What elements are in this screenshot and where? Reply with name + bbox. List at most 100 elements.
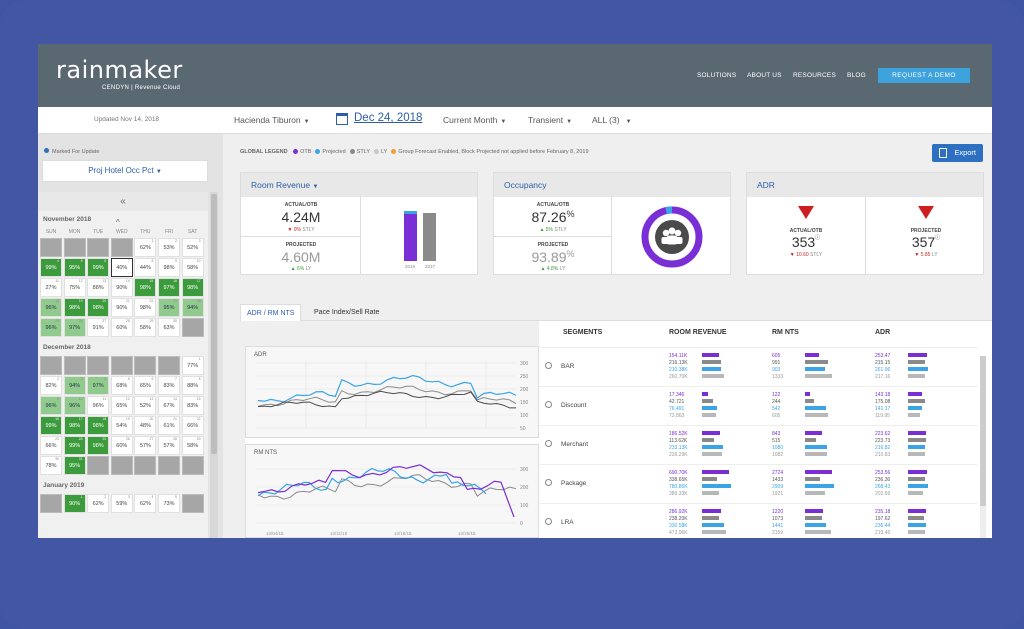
calendar-day-cell[interactable]: 26 60% [110,436,133,455]
calendar-day-cell[interactable]: 7 83% [158,376,180,395]
request-demo-button[interactable]: REQUEST A DEMO [878,68,970,83]
nav-solutions[interactable]: SOLUTIONS [697,72,737,79]
tab-pace-index[interactable]: Pace Index/Sell Rate [314,309,380,316]
calendar-day-cell[interactable]: 4 97% [87,376,110,395]
brand-logo[interactable]: rainmaker [56,56,183,84]
calendar-scrollbar[interactable] [210,192,218,538]
segment-dropdown[interactable]: Transient ▼ [528,115,572,125]
date-picker[interactable]: Dec 24, 2018 [354,112,423,124]
period-dropdown[interactable]: Current Month ▼ [443,115,506,125]
calendar-day-cell[interactable]: 1 90% [63,494,86,513]
calendar-icon[interactable] [336,113,348,125]
calendar-day-cell[interactable]: 29 58% [181,436,204,455]
calendar-day-cell[interactable]: 2 53% [158,238,180,257]
calendar-day-cell[interactable]: 17 98% [181,278,204,297]
nav-about-us[interactable]: ABOUT US [747,72,782,79]
calendar-day-cell[interactable]: 3 52% [181,238,204,257]
table-row[interactable]: Package 690.70K 338.65K 780.86K 389.33K 2724 1… [539,464,978,503]
table-row[interactable]: LRA 286.92K 238.20K 330.58K 473.96K 1220 1073 1… [539,503,978,538]
export-button[interactable]: Export [932,144,983,162]
calendar-day-cell[interactable]: 8 88% [181,376,204,395]
calendar-day-cell[interactable]: 22 66% [181,416,204,435]
metric-dropdown[interactable]: Proj Hotel Occ Pct ▼ [42,160,208,182]
calendar-day-cell[interactable]: 16 97% [158,278,180,297]
table-scrollbar[interactable] [980,356,986,538]
expand-icon[interactable] [545,362,552,369]
calendar-day-cell[interactable]: 15 98% [134,278,157,297]
calendar-day-cell[interactable]: 24 99% [63,436,86,455]
nav-blog[interactable]: BLOG [847,72,866,79]
calendar-day-cell[interactable]: 8 44% [134,258,157,277]
calendar-day-cell[interactable]: 30 63% [158,318,180,337]
calendar-day-cell[interactable]: 1 62% [134,238,157,257]
calendar-day-cell[interactable]: 24 94% [181,298,204,317]
calendar-day-cell[interactable]: 25 98% [87,436,110,455]
calendar-day-cell[interactable]: 2 62% [87,494,110,513]
calendar-day-cell[interactable]: 6 99% [87,258,110,277]
calendar-day-cell[interactable]: 28 60% [110,318,133,337]
expand-icon[interactable] [545,518,552,525]
calendar-day-cell[interactable]: 23 95% [158,298,180,317]
scroll-up-button[interactable]: « [38,192,208,211]
calendar-day-cell[interactable]: 20 48% [134,416,157,435]
calendar-day-cell[interactable]: 13 88% [87,278,110,297]
calendar-day-cell[interactable]: 4 99% [40,258,62,277]
calendar-day-cell[interactable]: 27 57% [134,436,157,455]
calendar-day-cell[interactable]: 31 95% [63,456,86,475]
calendar-day-cell[interactable]: 30 78% [40,456,62,475]
scrollbar-thumb[interactable] [211,194,217,454]
calendar-day-cell[interactable]: 10 96% [63,396,86,415]
calendar-day-cell[interactable]: 26 97% [63,318,86,337]
nav-resources[interactable]: RESOURCES [793,72,836,79]
calendar-day-cell[interactable]: 12 75% [63,278,86,297]
calendar-day-cell[interactable]: 19 54% [110,416,133,435]
calendar-day-cell[interactable]: 1 77% [181,356,204,375]
calendar-day-cell[interactable]: 25 96% [40,318,62,337]
calendar-day-cell[interactable]: 2 82% [40,376,62,395]
expand-icon[interactable] [545,479,552,486]
calendar-day-cell[interactable]: 15 83% [181,396,204,415]
calendar-day-cell[interactable]: 11 96% [87,396,110,415]
table-row[interactable]: BAR 154.11K 216.13K 210.38K 260.70K 605 991 903… [539,347,978,386]
calendar-day-cell[interactable]: 10 58% [181,258,204,277]
table-row[interactable]: Discount 17.346 42.721 76.491 73,863 122 244 54… [539,386,978,425]
calendar-day-cell[interactable]: 20 98% [87,298,110,317]
calendar-day-cell[interactable]: 13 52% [134,396,157,415]
calendar-day-cell[interactable]: 14 90% [110,278,133,297]
calendar-day-cell[interactable]: 29 58% [134,318,157,337]
all-dropdown[interactable]: ALL (3) ▼ [592,115,632,125]
expand-icon[interactable] [545,440,552,447]
calendar-day-cell[interactable]: 23 66% [40,436,62,455]
calendar-day-cell[interactable]: 4 62% [134,494,157,513]
calendar-day-cell[interactable]: 5 95% [63,258,86,277]
calendar-day-cell[interactable]: 5 68% [110,376,133,395]
calendar-day-cell[interactable]: 5 73% [158,494,180,513]
room-revenue-title[interactable]: Room Revenue ▼ [241,173,477,197]
table-row[interactable]: Merchant 186.52K 113.62K 233.13K 226.29K 843 5… [539,425,978,464]
scrollbar-thumb[interactable] [980,356,986,506]
calendar-day-cell[interactable]: 27 91% [87,318,110,337]
calendar-day-cell[interactable]: 3 94% [63,376,86,395]
calendar-day-cell[interactable]: 9 98% [158,258,180,277]
calendar-day-cell[interactable]: 21 90% [110,298,133,317]
calendar-day-cell[interactable]: 12 65% [110,396,133,415]
calendar-day-cell[interactable]: 18 96% [40,298,62,317]
calendar-day-cell[interactable]: 28 57% [158,436,180,455]
expand-icon[interactable] [545,401,552,408]
calendar-day-cell[interactable]: 11 27% [40,278,62,297]
calendar-day-cell[interactable]: 17 98% [63,416,86,435]
calendar-day-cell[interactable]: 3 59% [110,494,133,513]
calendar-day-cell[interactable]: 16 99% [40,416,62,435]
tab-bar: ADR / RM NTS Pace Index/Sell Rate [240,304,992,321]
calendar-day-cell[interactable]: 9 96% [40,396,62,415]
hotel-dropdown[interactable]: Hacienda Tiburon ▼ [234,115,310,125]
calendar-day-cell[interactable]: 6 65% [134,376,157,395]
calendar-day-cell[interactable]: 18 98% [87,416,110,435]
calendar-day-cell[interactable]: 14 67% [158,396,180,415]
calendar-day-cell[interactable]: 7 40% [110,258,133,277]
tab-adr-rm-nts[interactable]: ADR / RM NTS [240,304,302,321]
calendar-day-cell[interactable]: 19 98% [63,298,86,317]
collapse-icon[interactable]: ^ [116,218,120,227]
calendar-day-cell[interactable]: 22 98% [134,298,157,317]
calendar-day-cell[interactable]: 21 61% [158,416,180,435]
